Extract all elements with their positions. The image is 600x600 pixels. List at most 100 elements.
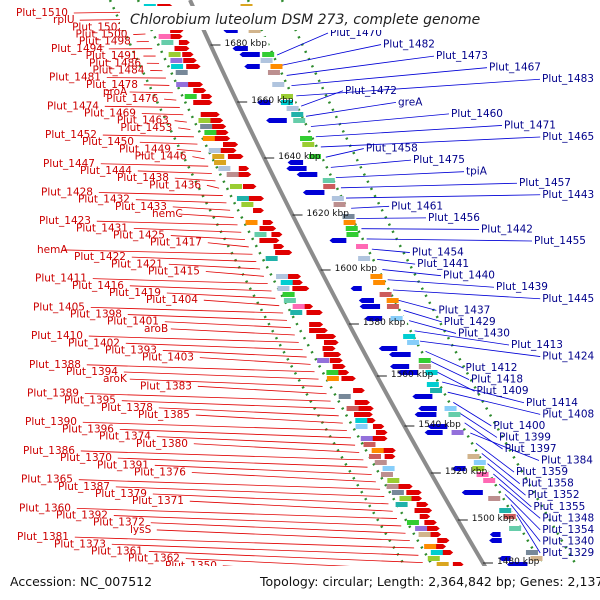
reverse-gene-arrow	[257, 100, 271, 105]
cog-category-block	[467, 454, 480, 459]
title-backdrop	[120, 6, 480, 30]
footer-backdrop	[0, 566, 600, 600]
left-leader-line	[143, 84, 170, 86]
forward-gene-arrow	[227, 154, 244, 159]
cog-category-block	[254, 232, 267, 237]
left-gene-label: Plut_1450	[82, 136, 134, 148]
forward-gene-arrow	[424, 520, 437, 525]
right-gene-label: Plut_1439	[496, 281, 548, 293]
left-leader-line	[207, 242, 249, 248]
left-gene-label: Plut_1415	[148, 265, 200, 277]
kbp-tick-label: 1540 kbp	[418, 420, 461, 430]
left-leader-line	[129, 91, 173, 94]
right-gene-label: Plut_1329	[542, 547, 594, 559]
forward-gene-arrow	[292, 286, 310, 291]
right-leader-line	[498, 483, 541, 519]
forward-gene-arrow	[170, 34, 183, 39]
left-gene-label: Plut_1510	[16, 7, 68, 19]
cog-category-block	[161, 40, 174, 45]
right-gene-label: Plut_1414	[526, 397, 578, 409]
left-gene-label: Plut_1444	[80, 165, 132, 177]
left-gene-label: Plut_1422	[74, 251, 126, 263]
cog-category-block	[175, 70, 188, 75]
cog-category-block	[280, 280, 293, 285]
left-leader-line	[127, 314, 288, 321]
kbp-tick-label: 1580 kbp	[363, 318, 406, 328]
left-leader-line	[88, 335, 299, 343]
left-leader-line	[162, 350, 307, 358]
left-leader-line	[139, 141, 198, 145]
forward-gene-arrow	[217, 148, 237, 153]
right-gene-label: Plut_1352	[528, 489, 580, 501]
left-leader-line	[178, 127, 191, 130]
right-gene-label: Plut_1424	[542, 351, 594, 363]
forward-gene-arrow	[210, 136, 231, 141]
forward-gene-arrow	[273, 244, 285, 249]
left-gene-label: hemA	[37, 244, 68, 256]
right-leader-line	[430, 361, 470, 381]
cog-category-block	[308, 154, 321, 159]
left-gene-label: Plut_1380	[136, 438, 188, 450]
left-leader-line	[76, 507, 397, 519]
cog-category-block	[265, 256, 278, 261]
cog-category-block	[391, 490, 404, 495]
cog-category-block	[430, 550, 443, 555]
left-leader-line	[203, 299, 280, 307]
left-leader-line	[193, 443, 360, 453]
left-gene-label: Plut_1389	[27, 388, 79, 400]
cog-category-block	[399, 496, 412, 501]
kbp-tick-label: 1520 kbp	[445, 467, 488, 477]
forward-gene-arrow	[437, 538, 450, 543]
forward-gene-arrow	[323, 340, 339, 345]
right-leader-line	[310, 113, 450, 127]
left-gene-label: Plut_1463	[117, 115, 169, 127]
right-leader-line	[414, 330, 510, 346]
left-gene-label: Plut_1425	[113, 230, 165, 242]
left-gene-label: Plut_1402	[68, 337, 120, 349]
left-gene-label: Plut_1391	[97, 459, 149, 471]
right-leader-line	[442, 381, 525, 404]
cog-category-block	[291, 112, 304, 117]
reverse-gene-arrow	[302, 190, 325, 195]
right-gene-label: Plut_1458	[366, 143, 418, 155]
cog-category-block	[373, 280, 386, 285]
left-gene-label: Plut_1411	[35, 273, 87, 285]
left-gene-label: Plut_1498	[79, 36, 131, 48]
right-gene-label: Plut_1475	[413, 154, 465, 166]
cog-category-block	[286, 106, 299, 111]
cog-category-block	[342, 214, 355, 219]
right-gene-label: Plut_1460	[451, 108, 503, 120]
right-leader-line	[475, 442, 515, 473]
forward-gene-arrow	[206, 118, 224, 123]
left-leader-line	[197, 385, 327, 395]
right-gene-label: Plut_1465	[542, 131, 594, 143]
cog-category-block	[272, 82, 285, 87]
forward-gene-arrow	[332, 364, 346, 369]
left-gene-label: Plut_1403	[142, 352, 194, 364]
left-leader-line	[135, 199, 227, 204]
cog-category-block	[371, 448, 384, 453]
cog-category-block	[204, 130, 217, 135]
accession-text: Accession: NC_007512	[10, 574, 152, 589]
left-gene-label: Plut_1401	[107, 316, 159, 328]
cog-category-block	[380, 472, 393, 477]
cog-category-block	[236, 196, 249, 201]
forward-gene-arrow	[183, 58, 197, 63]
forward-gene-arrow	[236, 172, 252, 177]
left-gene-label: Plut_1438	[117, 172, 169, 184]
right-leader-line	[366, 238, 533, 242]
left-gene-label: Plut_1476	[106, 93, 158, 105]
left-gene-label: Plut_1383	[140, 380, 192, 392]
cog-category-block	[198, 118, 211, 123]
kbp-label-backdrop	[222, 37, 269, 49]
left-gene-label: Plut_1398	[70, 309, 122, 321]
cog-category-block	[276, 274, 289, 279]
right-leader-line	[392, 289, 541, 300]
left-gene-label: Plut_1392	[56, 510, 108, 522]
cog-category-block	[343, 220, 356, 225]
forward-gene-arrow	[238, 166, 250, 171]
left-gene-label: Plut_1372	[93, 517, 145, 529]
reverse-gene-arrow	[389, 352, 411, 357]
cog-category-block	[346, 232, 359, 237]
left-leader-line	[78, 479, 381, 490]
